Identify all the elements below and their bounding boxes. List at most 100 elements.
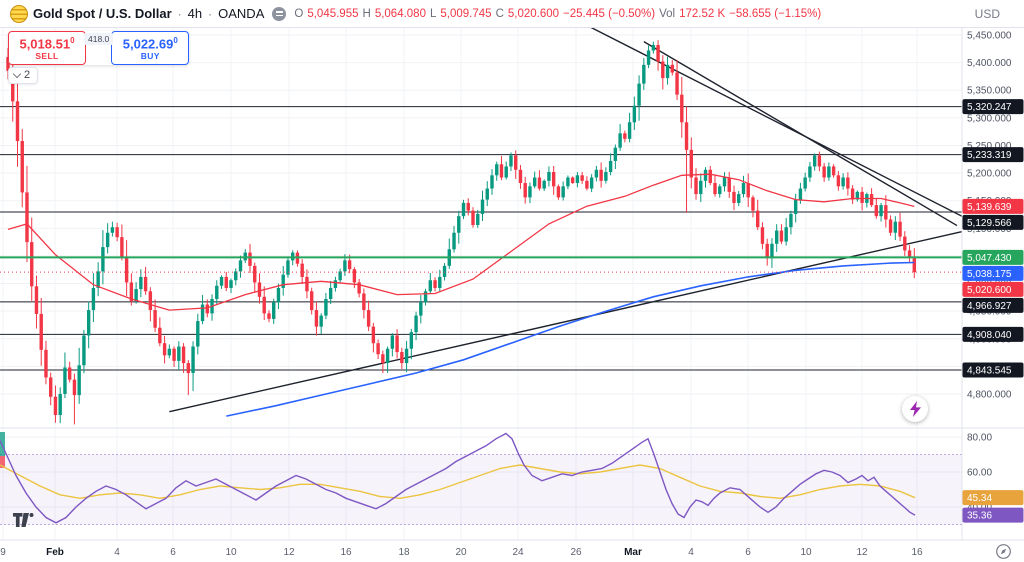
svg-text:16: 16 (911, 547, 923, 558)
svg-text:5,300.000: 5,300.000 (967, 113, 1012, 124)
svg-text:4: 4 (114, 547, 120, 558)
buy-label: BUY (140, 51, 160, 62)
separator-dot: · (208, 6, 213, 21)
svg-text:60.00: 60.00 (967, 468, 992, 479)
open-label: O (294, 7, 304, 20)
ma-red-line (7, 173, 915, 311)
main-pane (0, 28, 962, 425)
svg-text:9: 9 (0, 547, 6, 558)
separator-dot: · (177, 6, 182, 21)
spread-value: 418.0 (84, 33, 114, 45)
svg-text:45.34: 45.34 (967, 493, 992, 504)
svg-text:4,966.927: 4,966.927 (967, 301, 1012, 312)
svg-text:4: 4 (688, 547, 694, 558)
svg-text:4,800.000: 4,800.000 (967, 390, 1012, 401)
open-value: 5,045.955 (307, 7, 359, 20)
rsi-line (0, 432, 916, 524)
price-axis-badge: 5,139.639 (962, 198, 1024, 214)
svg-text:5,038.175: 5,038.175 (967, 269, 1012, 280)
svg-text:5,400.000: 5,400.000 (967, 58, 1012, 69)
price-axis-badge: 5,320.247 (962, 99, 1024, 115)
svg-text:80.00: 80.00 (967, 433, 992, 444)
svg-text:26: 26 (570, 547, 582, 558)
chart-canvas[interactable]: 5,450.000 5,400.000 5,350.000 5,300.000 5,25… (0, 28, 1024, 562)
buy-sell-widget: 5,018.510 SELL 418.0 5,022.690 BUY (8, 31, 190, 66)
top-toolbar: Gold Spot / U.S. Dollar · 4h · OANDA O 5,… (0, 0, 1024, 28)
symbol-logo-icon[interactable] (10, 4, 28, 23)
svg-text:20: 20 (455, 547, 467, 558)
ma-blue-line (226, 261, 915, 417)
price-axis-badge: 35.36 (962, 507, 1024, 523)
svg-text:5,320.247: 5,320.247 (967, 102, 1012, 113)
collapsed-count: 2 (24, 69, 31, 81)
price-axis-badge: 5,020.600 (962, 281, 1024, 297)
rsi-band (0, 454, 962, 525)
low-value: 5,009.745 (440, 7, 492, 20)
svg-text:12: 12 (856, 547, 868, 558)
price-axis-badge: 4,843.545 (962, 362, 1024, 378)
currency-toggle[interactable]: USD (974, 6, 1000, 21)
volume-value: 172.52 K (679, 7, 726, 20)
price-axis-badge: 4,908.040 (962, 326, 1024, 342)
svg-text:5,450.000: 5,450.000 (967, 31, 1012, 42)
svg-text:Mar: Mar (624, 547, 642, 558)
exchange-logo-icon (272, 6, 287, 21)
collapsed-indicators-toggle[interactable]: 2 (8, 67, 39, 84)
trendline (590, 28, 962, 217)
svg-text:12: 12 (283, 547, 295, 558)
low-label: L (429, 7, 437, 20)
rsi-pane (0, 432, 916, 524)
svg-text:4,843.545: 4,843.545 (967, 365, 1012, 376)
volume-change-value: −58.655 (−1.15%) (729, 7, 822, 20)
svg-text:10: 10 (225, 547, 237, 558)
exchange-label[interactable]: OANDA (218, 6, 265, 21)
ohlc-readout: O 5,045.955 H 5,064.080 L 5,009.745 C 5,020.… (294, 8, 821, 20)
svg-text:6: 6 (170, 547, 176, 558)
close-value: 5,020.600 (507, 7, 560, 20)
svg-text:16: 16 (340, 547, 352, 558)
svg-text:5,129.566: 5,129.566 (967, 218, 1012, 229)
buy-price-sup: 0 (173, 36, 178, 45)
svg-text:5,139.639: 5,139.639 (967, 202, 1012, 213)
price-axis-badge: 45.34 (962, 490, 1024, 506)
svg-text:35.36: 35.36 (967, 511, 992, 522)
svg-text:18: 18 (398, 547, 410, 558)
svg-text:6: 6 (745, 547, 751, 558)
close-label: C (495, 7, 504, 20)
svg-text:10: 10 (800, 547, 812, 558)
chevron-down-icon (12, 69, 22, 78)
buy-price: 5,022.69 (122, 36, 174, 52)
symbol-title[interactable]: Gold Spot / U.S. Dollar (33, 6, 172, 21)
svg-text:5,047.430: 5,047.430 (967, 253, 1012, 264)
svg-text:5,200.000: 5,200.000 (967, 169, 1012, 180)
price-axis-badge: 5,129.566 (962, 214, 1024, 230)
svg-text:5,350.000: 5,350.000 (967, 86, 1012, 97)
svg-text:5,250.000: 5,250.000 (967, 141, 1012, 152)
high-label: H (362, 7, 371, 20)
price-axis-badge: 5,047.430 (962, 249, 1024, 265)
time-axis: 9 Feb 4 6 10 12 16 18 20 24 26 Mar 4 6 10 12 16 (0, 547, 923, 558)
tradingview-logo[interactable] (13, 513, 35, 533)
change-value: −25.445 (−0.50%) (563, 7, 656, 20)
price-axis-badge: 5,038.175 (962, 265, 1024, 281)
sell-label: SELL (35, 51, 59, 62)
candles (6, 40, 916, 425)
buy-button[interactable]: 5,022.690 BUY (111, 31, 190, 66)
volume-label: Vol (659, 7, 676, 20)
svg-text:4,908.040: 4,908.040 (967, 330, 1012, 341)
lightning-icon[interactable] (902, 396, 928, 422)
svg-text:Feb: Feb (46, 547, 64, 558)
price-axis-badge: 5,233.319 (962, 147, 1024, 163)
sell-price: 5,018.51 (19, 36, 71, 52)
price-axis-badge: 4,966.927 (962, 297, 1024, 313)
compass-icon[interactable] (995, 543, 1012, 562)
svg-text:5,233.319: 5,233.319 (967, 150, 1012, 161)
high-value: 5,064.080 (374, 7, 426, 20)
sell-price-sup: 0 (70, 36, 75, 45)
rsi-line (0, 464, 916, 500)
interval-button[interactable]: 4h (187, 6, 203, 21)
svg-text:24: 24 (512, 547, 524, 558)
sell-button[interactable]: 5,018.510 SELL (8, 31, 86, 66)
trendline (643, 41, 958, 227)
